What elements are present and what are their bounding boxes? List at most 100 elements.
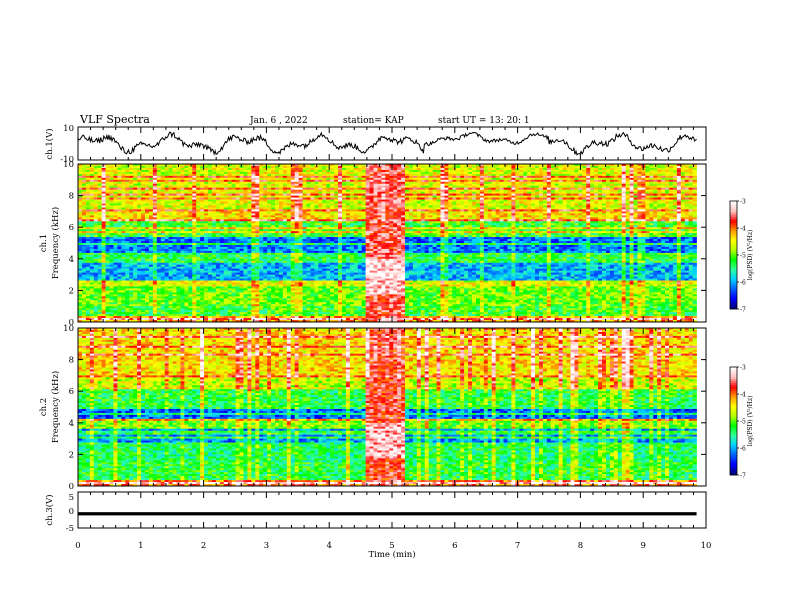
spectrogram-cell — [464, 172, 468, 174]
spectrogram-cell — [326, 176, 330, 178]
spectrogram-cell — [488, 188, 492, 190]
spectrogram-cell — [342, 190, 346, 192]
spectrogram-cell — [574, 188, 578, 190]
spectrogram-cell — [78, 170, 82, 172]
spectrogram-cell — [590, 186, 594, 188]
spectrogram-cell — [464, 190, 468, 192]
spectrogram-cell — [338, 184, 342, 186]
spectrogram-cell — [247, 182, 251, 184]
spectrogram-cell — [433, 170, 437, 172]
spectrogram-cell — [251, 168, 255, 170]
spectrogram-cell — [330, 186, 334, 188]
spectrogram-cell — [326, 190, 330, 192]
spectrogram-cell — [263, 178, 267, 180]
spectrogram-cell — [247, 184, 251, 186]
spectrogram-cell — [94, 166, 98, 168]
spectrogram-cell — [220, 170, 224, 172]
spectrogram-cell — [247, 168, 251, 170]
spectrogram-cell — [240, 180, 244, 182]
spectrogram-cell — [381, 182, 385, 184]
spectrogram-cell — [125, 172, 129, 174]
spectrogram-cell — [511, 190, 515, 192]
spectrogram-cell — [263, 172, 267, 174]
spectrogram-cell — [228, 190, 232, 192]
spectrogram-cell — [440, 180, 444, 182]
spectrogram-cell — [622, 184, 626, 186]
spectrogram-cell — [673, 168, 677, 170]
spectrogram-cell — [153, 172, 157, 174]
spectrogram-cell — [188, 178, 192, 180]
spectrogram-cell — [504, 186, 508, 188]
spectrogram-cell — [125, 178, 129, 180]
spectrogram-cell — [500, 168, 504, 170]
spectrogram-cell — [567, 186, 571, 188]
spectrogram-cell — [661, 178, 665, 180]
spectrogram-cell — [582, 178, 586, 180]
spectrogram-cell — [484, 168, 488, 170]
spectrogram-cell — [425, 188, 429, 190]
spectrogram-cell — [492, 178, 496, 180]
spectrogram-cell — [425, 190, 429, 192]
spectrogram-cell — [310, 180, 314, 182]
spectrogram-cell — [413, 170, 417, 172]
spectrogram-cell — [409, 186, 413, 188]
spectrogram-cell — [661, 166, 665, 168]
spectrogram-cell — [429, 178, 433, 180]
spectrogram-cell — [409, 178, 413, 180]
spectrogram-cell — [381, 190, 385, 192]
spectrogram-cell — [90, 176, 94, 178]
spectrogram-cell — [113, 182, 117, 184]
spectrogram-cell — [326, 174, 330, 176]
spectrogram-cell — [110, 182, 114, 184]
spectrogram-cell — [413, 168, 417, 170]
spectrogram-cell — [614, 176, 618, 178]
spectrogram-cell — [539, 188, 543, 190]
spectrogram-cell — [527, 184, 531, 186]
spectrogram-cell — [192, 166, 196, 168]
spectrogram-cell — [374, 166, 378, 168]
spectrogram-cell — [129, 172, 133, 174]
spectrogram-cell — [669, 178, 673, 180]
spectrogram-cell — [500, 166, 504, 168]
spectrogram-cell — [346, 180, 350, 182]
spectrogram-cell — [232, 166, 236, 168]
spectrogram-cell — [641, 188, 645, 190]
spectrogram-cell — [606, 184, 610, 186]
spectrogram-cell — [444, 190, 448, 192]
spectrogram-cell — [626, 176, 630, 178]
spectrogram-cell — [610, 186, 614, 188]
spectrogram-cell — [322, 184, 326, 186]
spectrogram-cell — [496, 180, 500, 182]
spectrogram-cell — [574, 180, 578, 182]
spectrogram-cell — [578, 170, 582, 172]
spectrogram-cell — [188, 170, 192, 172]
spectrogram-cell — [180, 170, 184, 172]
spectrogram-cell — [515, 186, 519, 188]
spectrogram-cell — [456, 184, 460, 186]
spectrogram-cell — [393, 172, 397, 174]
spectrogram-cell — [125, 168, 129, 170]
spectrogram-cell — [653, 186, 657, 188]
spectrogram-cell — [649, 178, 653, 180]
spectrogram-cell — [437, 188, 441, 190]
spectrogram-cell — [354, 172, 358, 174]
spectrogram-cell — [291, 184, 295, 186]
spectrogram-cell — [326, 188, 330, 190]
spectrogram-cell — [129, 186, 133, 188]
spectrogram-cell — [661, 180, 665, 182]
spectrogram-cell — [358, 176, 362, 178]
spectrogram-cell — [519, 166, 523, 168]
spectrogram-cell — [314, 174, 318, 176]
spectrogram-cell — [547, 166, 551, 168]
spectrogram-cell — [574, 184, 578, 186]
spectrogram-cell — [121, 170, 125, 172]
spectrogram-cell — [106, 174, 110, 176]
spectrogram-cell — [602, 182, 606, 184]
spectrogram-cell — [299, 178, 303, 180]
spectrogram-cell — [610, 188, 614, 190]
spectrogram-cell — [188, 188, 192, 190]
spectrogram-cell — [677, 178, 681, 180]
spectrogram-cell — [425, 176, 429, 178]
spectrogram-cell — [204, 184, 208, 186]
spectrogram-cell — [417, 168, 421, 170]
